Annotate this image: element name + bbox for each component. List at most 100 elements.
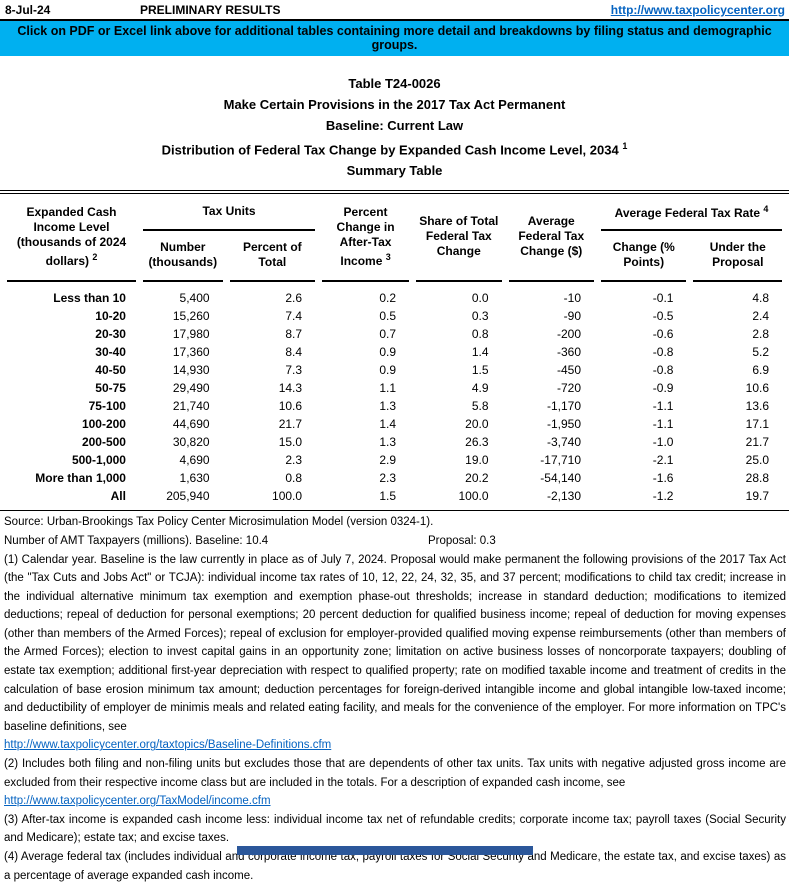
table-row: 30-40 17,360 8.4 0.9 1.4 -360 -0.8 5.2	[7, 343, 782, 361]
taxpolicycenter-url-link[interactable]: http://www.taxpolicycenter.org	[610, 3, 785, 17]
table-cell: 100.0	[272, 489, 303, 504]
table-cell: 8.7	[285, 327, 303, 342]
col-header-number-thousands: Number (thousands)	[142, 231, 223, 283]
table-cell: 1.5	[471, 363, 489, 378]
table-cell: -10	[563, 291, 581, 306]
table-cell: 7.3	[285, 363, 303, 378]
table-row: More than 1,000 1,630 0.8 2.3 20.2 -54,140 -1.…	[7, 469, 782, 487]
amt-proposal-label: Proposal: 0.3	[428, 534, 496, 547]
table-cell: -360	[556, 345, 581, 360]
table-cell: 205,940	[166, 489, 210, 504]
title-block: Table T24-0026 Make Certain Provisions i…	[0, 73, 789, 181]
col-header-rate-change-points: Change (% Points)	[601, 231, 687, 283]
top-header-bar: 8-Jul-24 PRELIMINARY RESULTS http://www.…	[0, 0, 789, 21]
table-cell: 0.9	[379, 345, 397, 360]
row-label-income-level: 75-100	[88, 399, 126, 414]
table-cell: -54,140	[540, 471, 581, 486]
table-cell: -0.5	[652, 309, 674, 324]
col-header-average-change: Average Federal Tax Change ($)	[508, 194, 594, 283]
table-cell: 30,820	[172, 435, 210, 450]
table-bottom-rule	[0, 510, 789, 512]
table-cell: -1,950	[546, 417, 581, 432]
table-cell: 2.3	[379, 471, 397, 486]
baseline-subtitle: Baseline: Current Law	[325, 118, 464, 133]
summary-table-subtitle: Summary Table	[346, 163, 443, 179]
notes-block: Source: Urban-Brookings Tax Policy Cente…	[0, 511, 789, 885]
col-header-share-of-total-change: Share of Total Federal Tax Change	[416, 194, 502, 283]
table-row: 100-200 44,690 21.7 1.4 20.0 -1,950 -1.1 17.1	[7, 415, 782, 433]
table-cell: 15.0	[278, 435, 303, 450]
table-cell: 17.1	[745, 417, 769, 432]
table-row: 500-1,000 4,690 2.3 2.9 19.0 -17,710 -2.1 25.0	[7, 451, 782, 469]
row-label-income-level: 50-75	[95, 381, 126, 396]
footnote-ref-2: 2	[92, 251, 98, 262]
footnote-1: (1) Calendar year. Baseline is the law c…	[4, 553, 786, 733]
table-cell: 2.6	[285, 291, 303, 306]
table-row: 20-30 17,980 8.7 0.7 0.8 -200 -0.6 2.8	[7, 325, 782, 343]
table-cell: 1.4	[379, 417, 397, 432]
table-cell: 14.3	[278, 381, 303, 396]
table-cell: 28.8	[745, 471, 769, 486]
table-cell: 29,490	[172, 381, 210, 396]
bottom-scrollbar-thumb[interactable]	[237, 846, 533, 855]
row-label-income-level: 20-30	[95, 327, 126, 342]
table-cell: -90	[563, 309, 581, 324]
table-cell: 1.1	[379, 381, 397, 396]
table-cell: 2.8	[752, 327, 769, 342]
expanded-cash-income-link[interactable]: http://www.taxpolicycenter.org/TaxModel/…	[4, 795, 271, 808]
table-cell: 21,740	[172, 399, 210, 414]
row-label-income-level: 100-200	[81, 417, 126, 432]
table-cell: 0.8	[471, 327, 489, 342]
table-cell: 0.3	[471, 309, 489, 324]
table-cell: 17,360	[172, 345, 210, 360]
table-number-title: Table T24-0026	[348, 76, 441, 91]
table-cell: 0.5	[379, 309, 397, 324]
table-cell: 19.0	[465, 453, 489, 468]
table-cell: -17,710	[540, 453, 581, 468]
baseline-definitions-link[interactable]: http://www.taxpolicycenter.org/taxtopics…	[4, 739, 332, 752]
table-cell: 7.4	[285, 309, 303, 324]
distribution-subtitle: Distribution of Federal Tax Change by Ex…	[161, 141, 628, 158]
table-cell: 1,630	[179, 471, 210, 486]
table-cell: 20.0	[465, 417, 489, 432]
table-cell: 2.9	[379, 453, 397, 468]
table-cell: -1,170	[546, 399, 581, 414]
amt-taxpayers-line: Number of AMT Taxpayers (millions). Base…	[4, 532, 786, 551]
table-cell: -450	[556, 363, 581, 378]
table-main-title: Make Certain Provisions in the 2017 Tax …	[223, 97, 566, 112]
table-cell: -0.9	[652, 381, 674, 396]
table-cell: 15,260	[172, 309, 210, 324]
table-cell: -0.8	[652, 345, 674, 360]
table-cell: 10.6	[278, 399, 303, 414]
table-cell: 4.9	[471, 381, 489, 396]
table-cell: 20.2	[465, 471, 489, 486]
table-cell: 21.7	[745, 435, 769, 450]
row-label-income-level: Less than 10	[53, 291, 126, 306]
table-cell: 1.4	[471, 345, 489, 360]
table-cell: 10.6	[745, 381, 769, 396]
row-label-income-level: More than 1,000	[35, 471, 126, 486]
table-cell: -0.8	[652, 363, 674, 378]
table-row: 75-100 21,740 10.6 1.3 5.8 -1,170 -1.1 13.6	[7, 397, 782, 415]
table-cell: 25.0	[745, 453, 769, 468]
table-cell: -1.1	[652, 399, 674, 414]
row-label-income-level: 200-500	[81, 435, 126, 450]
row-label-income-level: All	[110, 489, 126, 504]
table-cell: -0.1	[652, 291, 674, 306]
row-label-income-level: 40-50	[95, 363, 126, 378]
table-row: Less than 10 5,400 2.6 0.2 0.0 -10 -0.1 4.8	[7, 282, 782, 307]
table-cell: 0.8	[285, 471, 303, 486]
summary-data-table: Expanded Cash Income Level (thousands of…	[0, 194, 789, 505]
table-row: 10-20 15,260 7.4 0.5 0.3 -90 -0.5 2.4	[7, 307, 782, 325]
amt-baseline-label: Number of AMT Taxpayers (millions). Base…	[4, 534, 269, 547]
footnote-2: (2) Includes both filing and non-filing …	[4, 758, 786, 789]
table-cell: 4.8	[752, 291, 769, 306]
table-cell: -1.1	[652, 417, 674, 432]
date-label: 8-Jul-24	[5, 3, 51, 17]
table-cell: 13.6	[745, 399, 769, 414]
table-cell: -720	[556, 381, 581, 396]
table-cell: 8.4	[285, 345, 303, 360]
row-label-income-level: 10-20	[95, 309, 126, 324]
table-cell: 100.0	[458, 489, 489, 504]
table-row: 50-75 29,490 14.3 1.1 4.9 -720 -0.9 10.6	[7, 379, 782, 397]
